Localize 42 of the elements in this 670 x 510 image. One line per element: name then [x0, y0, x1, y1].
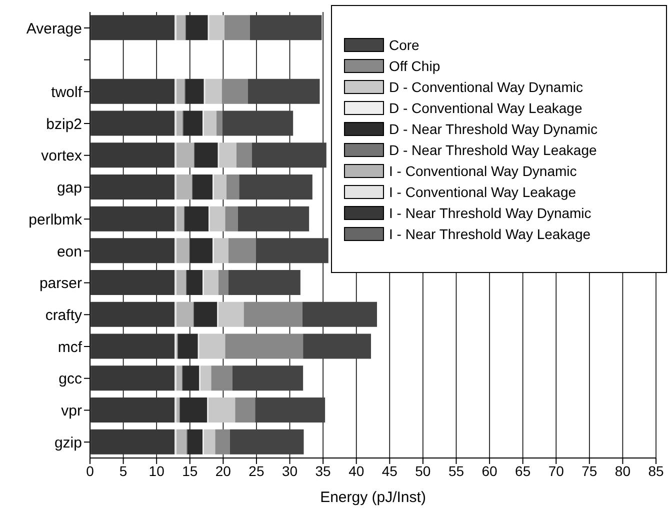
legend-label: D - Conventional Way Dynamic: [389, 78, 583, 94]
legend-label: I - Conventional Way Leakage: [389, 184, 576, 200]
x-tick-label: 15: [182, 462, 198, 479]
x-tick-label: 85: [648, 462, 664, 479]
y-tick-label: mcf: [58, 338, 83, 356]
x-tick-label: 30: [282, 462, 298, 479]
x-tick-label: 55: [448, 462, 464, 479]
legend-label: D - Near Threshold Way Leakage: [389, 142, 597, 158]
x-tick-label: 0: [86, 462, 94, 479]
x-tick-label: 75: [582, 462, 598, 479]
x-tick-label: 20: [215, 462, 232, 479]
y-tick-label: crafty: [45, 306, 82, 324]
y-tick-label: Average: [26, 20, 82, 38]
y-tick-label: vpr: [61, 402, 82, 420]
legend-label: D - Conventional Way Leakage: [389, 100, 582, 116]
legend-label: D - Near Threshold Way Dynamic: [389, 120, 598, 136]
x-tick-label: 35: [315, 462, 332, 479]
x-tick-label: 40: [348, 462, 364, 479]
y-tick-label: gcc: [58, 370, 82, 388]
legend-label: Core: [389, 36, 420, 52]
y-tick-label: bzip2: [46, 116, 82, 133]
legend-label: Off Chip: [389, 58, 440, 74]
x-tick-label: 70: [548, 462, 564, 479]
x-tick-label: 45: [382, 462, 398, 479]
y-tick-label: gap: [56, 180, 82, 197]
x-tick-label: 65: [515, 462, 531, 479]
x-tick-label: 60: [482, 462, 498, 479]
y-tick-label: twolf: [51, 84, 83, 101]
legend-label: I - Conventional Way Dynamic: [389, 162, 577, 178]
x-axis-title: Energy (pJ/Inst): [320, 489, 426, 506]
x-tick-label: 80: [614, 462, 631, 479]
y-tick-label: gzip: [54, 434, 82, 452]
y-tick-label: perlbmk: [28, 211, 82, 228]
y-tick-label: vortex: [41, 148, 82, 165]
x-tick-label: 50: [415, 462, 431, 479]
y-tick-label: parser: [39, 275, 82, 292]
x-tick-label: 25: [248, 462, 264, 479]
legend-label: I - Near Threshold Way Dynamic: [389, 204, 592, 220]
y-tick-label: eon: [56, 243, 82, 260]
x-tick-label: 10: [148, 462, 165, 479]
x-tick-label: 5: [119, 462, 128, 479]
legend-label: I - Near Threshold Way Leakage: [389, 226, 591, 242]
